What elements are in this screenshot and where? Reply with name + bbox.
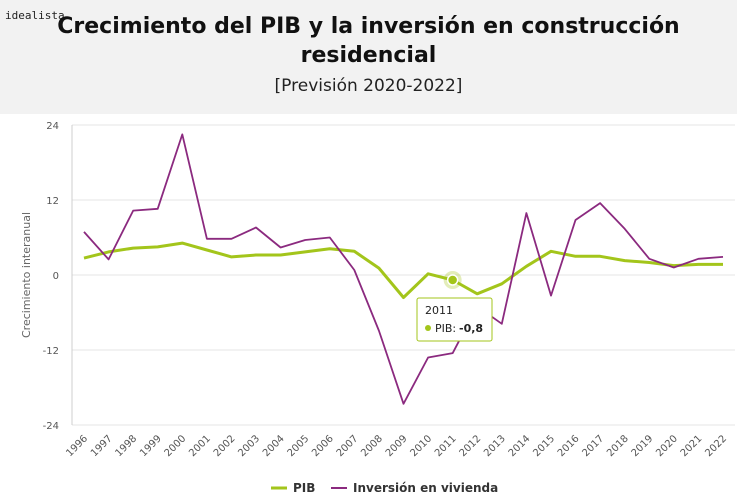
x-tick-label: 2018 [605, 433, 631, 459]
x-tick-label: 2001 [187, 433, 213, 459]
x-tick-label: 2016 [556, 433, 582, 459]
idealista-logo: idealista [5, 9, 65, 22]
y-tick-labels: 24 12 0 -12 -24 [43, 121, 59, 432]
series-lines [83, 133, 724, 405]
x-tick-label: 2006 [310, 433, 336, 459]
x-tick-label: 2022 [703, 433, 729, 459]
x-tick-label: 1999 [138, 433, 164, 459]
tooltip: 2011 PIB: -0,8 [416, 271, 493, 342]
chart-title: Crecimiento del PIB y la inversión en co… [57, 14, 680, 68]
x-tick-label: 1997 [89, 433, 115, 459]
legend-label: PIB [293, 481, 315, 495]
x-tick-label: 1996 [64, 433, 90, 459]
legend: PIB Inversión en vivienda [271, 481, 498, 495]
tooltip-series-dot [425, 325, 431, 331]
y-tick-label: 12 [46, 196, 59, 207]
x-tick-label: 2013 [482, 433, 508, 459]
legend-item-inversion-vivienda[interactable]: Inversión en vivienda [331, 481, 498, 495]
tooltip-value: -0,8 [459, 322, 483, 335]
x-tick-label: 2005 [286, 433, 312, 459]
x-tick-label: 2009 [384, 433, 410, 459]
legend-item-pib[interactable]: PIB [271, 481, 315, 495]
tooltip-series-label: PIB: [435, 322, 456, 335]
tooltip-year: 2011 [425, 304, 453, 317]
x-tick-label: 2010 [408, 433, 434, 459]
x-tick-labels: 1996199719981999200020012002200320042005… [64, 433, 729, 459]
x-tick-label: 2002 [212, 433, 238, 459]
series-markers [81, 131, 726, 406]
x-tick-label: 2015 [531, 433, 557, 459]
series-line-pib [83, 241, 723, 299]
y-tick-label: 24 [46, 121, 59, 132]
tooltip-box [416, 297, 493, 342]
x-tick-label: 2000 [163, 433, 189, 459]
x-tick-label: 2021 [679, 433, 705, 459]
x-tick-label: 2017 [580, 433, 606, 459]
grid-lines [72, 124, 735, 426]
x-tick-label: 2003 [236, 433, 262, 459]
x-tick-label: 2020 [654, 433, 680, 459]
x-tick-label: 1998 [113, 433, 139, 459]
y-tick-label: -12 [43, 346, 59, 357]
chart-header: idealista Crecimiento del PIB y la inver… [0, 0, 737, 114]
x-tick-label: 2007 [335, 433, 361, 459]
x-tick-label: 2008 [359, 433, 385, 459]
y-tick-label: -24 [43, 421, 59, 432]
legend-label: Inversión en vivienda [353, 481, 498, 495]
y-tick-label: 0 [53, 271, 59, 282]
x-tick-label: 2011 [433, 433, 459, 459]
highlight-point[interactable] [446, 274, 459, 286]
chart-subtitle: [Previsión 2020-2022] [274, 76, 463, 96]
series-line-inversion-vivienda [83, 133, 724, 405]
x-tick-label: 2019 [630, 433, 656, 459]
x-tick-label: 2014 [507, 433, 533, 459]
y-axis-label: Crecimiento interanual [20, 212, 33, 338]
x-tick-label: 2012 [458, 433, 484, 459]
x-tick-label: 2004 [261, 433, 287, 459]
